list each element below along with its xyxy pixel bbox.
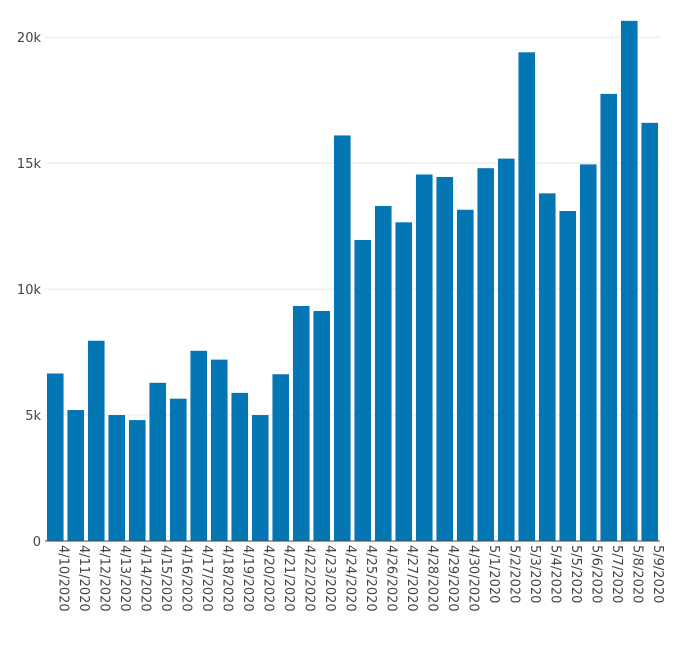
x-tick-label: 5/1/2020 [486, 545, 501, 603]
y-tick-label: 10k [17, 283, 42, 298]
bar-series: 4/10/2020: 66504/11/2020: 52004/12/2020:… [46, 20, 659, 542]
x-tick-label: 4/24/2020 [342, 545, 357, 612]
x-tick-label: 4/14/2020 [137, 545, 152, 612]
x-tick-label: 5/3/2020 [527, 545, 542, 603]
x-tick-label: 5/4/2020 [547, 545, 562, 603]
x-tick-label: 4/17/2020 [199, 545, 214, 612]
bar: 4/19/2020: 5880 [231, 392, 249, 541]
x-tick-label: 4/25/2020 [363, 545, 378, 612]
bar: 4/14/2020: 4800 [128, 420, 146, 541]
x-tick-label: 4/10/2020 [55, 545, 70, 612]
bar: 4/28/2020: 14550 [415, 174, 433, 541]
x-tick-label: 4/27/2020 [404, 545, 419, 612]
bar: 4/22/2020: 9330 [292, 305, 310, 541]
bar: 4/26/2020: 13300 [374, 205, 392, 541]
x-tick-label: 5/8/2020 [629, 545, 644, 603]
bar: 4/11/2020: 5200 [67, 410, 85, 541]
x-tick-label: 4/18/2020 [219, 545, 234, 612]
bar: 4/16/2020: 5650 [169, 398, 187, 541]
bar: 4/29/2020: 14450 [436, 176, 454, 541]
x-tick-label: 4/30/2020 [465, 545, 480, 612]
bar: 5/1/2020: 14800 [477, 168, 495, 541]
bar: 5/3/2020: 19400 [518, 52, 536, 542]
x-tick-label: 4/20/2020 [260, 545, 275, 612]
bar: 5/9/2020: 16600 [641, 122, 659, 541]
x-tick-label: 4/22/2020 [301, 545, 316, 612]
x-tick-label: 4/29/2020 [445, 545, 460, 612]
x-tick-label: 4/28/2020 [424, 545, 439, 612]
y-tick-label: 20k [17, 31, 42, 46]
x-tick-label: 4/19/2020 [240, 545, 255, 612]
bar: 4/17/2020: 7550 [190, 350, 208, 541]
y-tick-label: 15k [17, 157, 42, 172]
bar: 4/20/2020: 5000 [251, 415, 269, 541]
grid-lines [45, 36, 660, 416]
bar: 4/15/2020: 6280 [149, 382, 167, 541]
x-tick-label: 5/9/2020 [650, 545, 665, 603]
bar: 4/21/2020: 6620 [272, 374, 290, 541]
bar: 4/30/2020: 13150 [456, 209, 474, 541]
bar: 4/23/2020: 9130 [313, 311, 331, 541]
x-tick-label: 4/13/2020 [117, 545, 132, 612]
x-tick-label: 4/11/2020 [76, 545, 91, 612]
bar: 5/6/2020: 14950 [579, 164, 597, 541]
bar: 5/4/2020: 13800 [538, 193, 556, 541]
axes: 0 5k 10k 15k 20k 4/10/2020 4/11/2020 4/12/2020 4… [17, 31, 665, 611]
x-tick-label: 5/6/2020 [588, 545, 603, 603]
bar: 5/5/2020: 13100 [559, 211, 577, 541]
x-tick-label: 5/7/2020 [609, 545, 624, 603]
x-tick-label: 4/23/2020 [322, 545, 337, 612]
bar: 4/27/2020: 12650 [395, 222, 413, 542]
x-tick-label: 4/12/2020 [96, 545, 111, 612]
x-tick-label: 5/2/2020 [506, 545, 521, 603]
y-tick-label: 5k [25, 409, 41, 424]
x-tick-label: 5/5/2020 [568, 545, 583, 603]
bar: 4/13/2020: 5000 [108, 415, 126, 541]
bar: 5/8/2020: 20650 [620, 20, 638, 542]
bar: 4/24/2020: 16100 [333, 135, 351, 541]
y-tick-label: 0 [33, 535, 41, 550]
bar: 4/25/2020: 11950 [354, 239, 372, 541]
x-tick-label: 4/26/2020 [383, 545, 398, 612]
x-tick-label: 4/21/2020 [281, 545, 296, 612]
bar: 4/10/2020: 6650 [46, 373, 64, 541]
bar: 5/7/2020: 17750 [600, 93, 618, 541]
x-tick-label: 4/16/2020 [178, 545, 193, 612]
x-tick-label: 4/15/2020 [158, 545, 173, 612]
bar: 5/2/2020: 15180 [497, 158, 515, 541]
bar: 4/12/2020: 7950 [87, 340, 105, 541]
bar: 4/18/2020: 7200 [210, 359, 228, 541]
